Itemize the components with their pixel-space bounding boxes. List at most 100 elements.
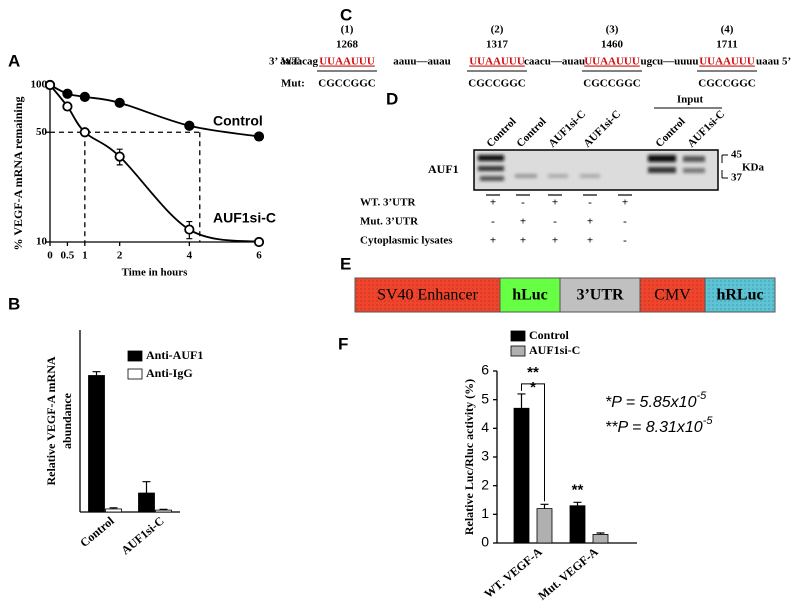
data-point xyxy=(44,79,56,91)
data-point xyxy=(79,91,90,102)
x-tick-label: Control xyxy=(77,513,117,550)
legend-label: Control xyxy=(529,328,569,342)
protein-label: AUF1 xyxy=(428,162,459,176)
y-tick-label: 50 xyxy=(36,126,48,138)
y-tick-label: 1 xyxy=(481,505,489,521)
row-mark: + xyxy=(587,235,593,247)
y-tick-label: 5 xyxy=(481,390,489,406)
data-point xyxy=(114,97,125,108)
sequence-flank: uaau 5’ xyxy=(756,56,791,68)
construct-label: 3’UTR xyxy=(576,287,624,304)
panel-label: D xyxy=(386,89,398,108)
legend-swatch xyxy=(510,330,526,342)
sequence-flank: aauu—auau xyxy=(393,56,450,68)
row-label: Mut. 3’UTR xyxy=(360,216,419,228)
lane-label: Control xyxy=(514,116,548,150)
row-mark: + xyxy=(622,197,628,209)
site-position: 1711 xyxy=(716,39,737,51)
row-mark: + xyxy=(490,235,496,247)
row-mark: + xyxy=(552,197,558,209)
series-label: Control xyxy=(213,113,263,129)
construct-label: SV40 Enhancer xyxy=(377,287,479,304)
size-marker: 45 xyxy=(731,149,743,161)
data-point xyxy=(253,131,265,142)
sequence-flank: caacu—auau xyxy=(524,56,585,68)
p-value-text: *P = 5.85x10 xyxy=(605,394,697,411)
site-position: 1460 xyxy=(601,39,624,51)
data-point xyxy=(253,236,265,248)
row-mark: - xyxy=(553,216,557,228)
data-point xyxy=(62,88,73,99)
y-axis-label: Relative VEGF-A mRNA xyxy=(44,356,58,485)
construct-block xyxy=(559,277,641,313)
y-tick-label: 3 xyxy=(481,448,489,464)
row-mark: + xyxy=(520,235,526,247)
construct-label: CMV xyxy=(654,287,691,304)
x-tick-label: 1 xyxy=(82,250,88,262)
sequence-flank: ugcu—uuuu xyxy=(640,56,698,68)
p-value: *P = 5.85x10-5 xyxy=(605,390,707,411)
row-mark: - xyxy=(623,235,627,247)
panel-label: F xyxy=(338,334,348,353)
row-mark: - xyxy=(491,216,495,228)
p-value: **P = 8.31x10-5 xyxy=(605,415,713,436)
series-label: AUF1si-C xyxy=(213,210,276,226)
site-position: 1317 xyxy=(486,39,509,51)
site-mutant: CGCCGGC xyxy=(468,78,526,90)
lane-label: AUF1si-C xyxy=(685,108,727,150)
x-tick-label: 0.5 xyxy=(61,250,75,262)
data-point xyxy=(79,127,90,138)
site-motif: UUAAUUU xyxy=(319,56,375,68)
significance-mark: ** xyxy=(527,364,539,381)
y-tick-label: 0 xyxy=(481,534,489,550)
error-bar xyxy=(573,501,582,506)
site-mutant: CGCCGGC xyxy=(318,78,376,90)
legend-swatch xyxy=(510,345,526,357)
site-mutant: CGCCGGC xyxy=(698,78,756,90)
p-value-exponent: -5 xyxy=(703,415,714,427)
legend-swatch xyxy=(127,368,143,380)
construct-texture xyxy=(640,278,705,312)
x-tick-label: 0 xyxy=(47,250,53,262)
sequence-flank: 3’ aaaacag xyxy=(269,56,318,68)
significance-bracket xyxy=(521,383,545,502)
site-motif: UUAAUUU xyxy=(699,56,755,68)
panel-label: E xyxy=(340,254,351,273)
lane-label: AUF1si-C xyxy=(546,108,588,150)
construct-texture xyxy=(705,278,775,312)
error-bar xyxy=(517,393,526,409)
y-tick-label: 100 xyxy=(31,79,48,91)
row-mark: - xyxy=(521,197,525,209)
error-bar xyxy=(142,481,151,494)
data-point xyxy=(184,120,195,131)
input-label: Input xyxy=(677,94,704,106)
x-tick-label: 6 xyxy=(256,250,262,262)
y-tick-label: 2 xyxy=(481,476,489,492)
x-axis-label: Time in hours xyxy=(122,267,189,279)
significance-mark: ** xyxy=(572,481,584,498)
size-marker: 37 xyxy=(731,172,743,184)
panel-label: A xyxy=(8,51,20,70)
data-point xyxy=(184,224,195,235)
lane-label: Control xyxy=(484,116,518,150)
row-label: WT. 3’UTR xyxy=(360,197,416,209)
p-value-exponent: -5 xyxy=(696,390,707,402)
bar xyxy=(592,534,609,544)
x-tick-label: Mut. VEGF-A xyxy=(535,544,601,602)
bar xyxy=(536,508,553,544)
size-unit: KDa xyxy=(742,162,765,174)
y-axis-label: % VEGF-A mRNA remaining xyxy=(11,97,25,251)
bar xyxy=(569,505,586,544)
panel-label: C xyxy=(340,5,352,24)
panel-label: B xyxy=(8,294,20,313)
y-tick-label: 6 xyxy=(481,362,489,378)
wt-label: WT: xyxy=(281,56,302,68)
legend-label: Anti-IgG xyxy=(146,366,193,380)
site-number: (3) xyxy=(606,24,619,36)
y-tick-label: 4 xyxy=(481,419,489,435)
x-tick-label: 4 xyxy=(187,250,193,262)
legend-label: Anti-AUF1 xyxy=(146,348,203,362)
legend-label: AUF1si-C xyxy=(529,343,580,357)
row-mark: + xyxy=(520,216,526,228)
